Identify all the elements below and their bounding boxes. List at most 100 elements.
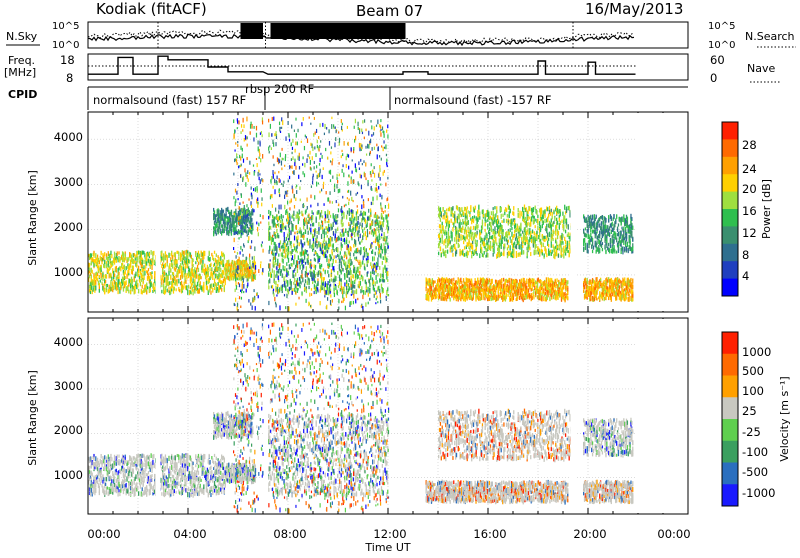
power-cell xyxy=(380,279,381,282)
power-cell xyxy=(468,226,469,229)
power-cell xyxy=(540,225,541,229)
power-cell xyxy=(337,271,338,275)
power-cell xyxy=(495,231,496,234)
power-cell xyxy=(127,263,128,266)
power-cell xyxy=(475,239,476,244)
power-cell xyxy=(493,249,494,254)
beam-title: Beam 07 xyxy=(356,2,423,20)
power-cell xyxy=(541,242,542,245)
power-cell xyxy=(184,251,185,255)
power-cell xyxy=(483,214,484,217)
power-cell xyxy=(501,278,502,282)
power-cell xyxy=(518,208,519,212)
power-cell xyxy=(200,281,201,285)
power-cell xyxy=(483,254,484,257)
power-cell xyxy=(135,258,136,261)
power-cell xyxy=(167,275,168,280)
freq-panel: Freq. [MHz] 18 8 60 0 Nave xyxy=(4,53,780,85)
power-cell xyxy=(97,255,98,258)
nave-label: Nave xyxy=(747,62,775,75)
power-cell xyxy=(106,263,107,268)
power-cell xyxy=(268,222,269,226)
power-cell xyxy=(228,266,229,270)
power-cell xyxy=(356,217,357,221)
power-cell xyxy=(560,213,561,216)
power-cell xyxy=(216,253,217,256)
power-cell xyxy=(143,276,144,279)
power-cell xyxy=(450,240,451,243)
power-cell xyxy=(523,251,524,254)
power-cell xyxy=(214,263,215,266)
power-cell xyxy=(174,287,175,291)
power-cell xyxy=(163,257,164,262)
power-cell xyxy=(559,247,560,250)
power-cell xyxy=(503,251,504,256)
power-cell xyxy=(455,289,456,293)
power-cell xyxy=(164,272,165,275)
power-cell xyxy=(461,222,462,225)
power-cell xyxy=(278,223,279,227)
freq-trace xyxy=(88,56,636,74)
power-cell xyxy=(137,283,138,287)
power-cell xyxy=(461,281,462,284)
power-cell xyxy=(383,256,384,260)
power-cell xyxy=(168,271,169,276)
power-cell xyxy=(557,245,558,248)
power-cell xyxy=(277,259,278,263)
power-cell xyxy=(478,205,479,210)
power-cell xyxy=(282,290,283,293)
power-cell xyxy=(340,251,341,254)
power-cell xyxy=(299,285,300,288)
power-cell xyxy=(593,246,594,250)
power-cell xyxy=(354,232,355,237)
power-cell xyxy=(199,254,200,259)
power-cell xyxy=(118,272,119,275)
power-cell xyxy=(438,252,439,255)
power-cell xyxy=(375,246,376,249)
power-cell xyxy=(203,282,204,287)
power-cell xyxy=(377,257,378,262)
power-cell xyxy=(249,260,250,264)
power-cell xyxy=(133,266,134,271)
power-cell xyxy=(548,244,549,247)
power-cell xyxy=(353,244,354,247)
power-cell xyxy=(360,262,361,267)
power-cell xyxy=(322,244,323,249)
power-cell xyxy=(325,270,326,274)
power-cell xyxy=(502,214,503,217)
power-cell xyxy=(292,227,293,232)
power-cell xyxy=(534,231,535,235)
power-cell xyxy=(476,247,477,251)
power-cell xyxy=(365,231,366,236)
power-cell xyxy=(377,273,378,276)
power-cell xyxy=(490,246,491,251)
power-cell xyxy=(171,289,172,292)
power-cell xyxy=(469,248,470,252)
power-cell xyxy=(523,286,524,291)
power-cell xyxy=(445,238,446,243)
nsky-dense-block xyxy=(241,23,264,39)
power-cell xyxy=(358,269,359,273)
power-cell xyxy=(483,209,484,213)
power-cell xyxy=(501,284,502,288)
power-cell xyxy=(289,220,290,225)
power-cell xyxy=(271,274,272,278)
power-cell xyxy=(556,278,557,282)
power-cell xyxy=(358,281,359,286)
power-cell xyxy=(585,243,586,246)
power-cell xyxy=(285,274,286,277)
power-cell xyxy=(452,206,453,210)
power-cell xyxy=(531,296,532,300)
power-cell xyxy=(335,229,336,234)
power-cell xyxy=(172,255,173,259)
power-cell xyxy=(165,263,166,268)
power-cell xyxy=(521,237,522,240)
power-cell xyxy=(504,291,505,294)
power-cell xyxy=(230,218,231,223)
power-cell xyxy=(468,210,469,213)
power-cell xyxy=(561,248,562,253)
power-cell xyxy=(125,254,126,257)
power-cell xyxy=(507,294,508,297)
power-cell xyxy=(293,259,294,263)
power-cell xyxy=(210,263,211,267)
